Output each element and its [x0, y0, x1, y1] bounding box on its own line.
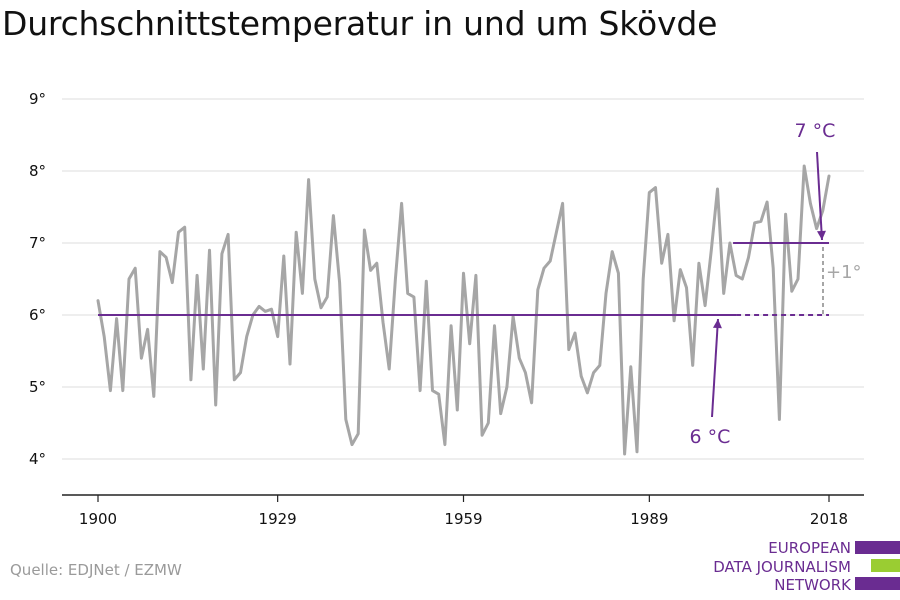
logo-bar-3 [855, 577, 900, 590]
edjnet-logo[interactable]: EUROPEAN DATA JOURNALISM NETWORK [700, 538, 900, 594]
x-axis: 1900 1929 1959 1989 2018 [62, 494, 864, 528]
arrow-7c-head [816, 230, 826, 240]
y-tick-label-8: 8° [29, 162, 46, 180]
arrow-6c-head [712, 319, 722, 329]
logo-bar-1 [855, 541, 900, 554]
annotation-7c: 7 °C [795, 120, 836, 142]
y-tick-label-6: 6° [29, 306, 46, 324]
arrow-7c [816, 151, 823, 241]
annotation-6c: 6 °C [690, 426, 731, 448]
logo-bar-2 [871, 559, 900, 572]
y-tick-label-9: 9° [29, 90, 46, 108]
y-tick-label-4: 4° [29, 450, 46, 468]
logo-line-1: EUROPEAN [768, 539, 851, 557]
y-tick-label-7: 7° [29, 234, 46, 252]
arrow-6c [711, 318, 719, 418]
x-tick-label-1929: 1929 [259, 510, 297, 528]
x-tick-label-1900: 1900 [79, 510, 117, 528]
source-note: Quelle: EDJNet / EZMW [10, 561, 182, 579]
logo-line-2: DATA JOURNALISM [713, 558, 851, 576]
y-tick-label-5: 5° [29, 378, 46, 396]
chart-title: Durchschnittstemperatur in und um Skövde [2, 4, 718, 43]
y-axis-ticks: 4° 5° 6° 7° 8° 9° [29, 90, 46, 468]
annotations: 7 °C 6 °C +1° [690, 120, 862, 448]
reference-lines [98, 242, 829, 316]
x-tick-label-1959: 1959 [444, 510, 482, 528]
series-layer [96, 164, 831, 456]
annotation-delta: +1° [826, 262, 862, 283]
x-tick-label-1989: 1989 [630, 510, 668, 528]
series-line-0 [96, 164, 831, 456]
logo-line-3: NETWORK [774, 576, 851, 594]
x-tick-label-2018: 2018 [810, 510, 848, 528]
